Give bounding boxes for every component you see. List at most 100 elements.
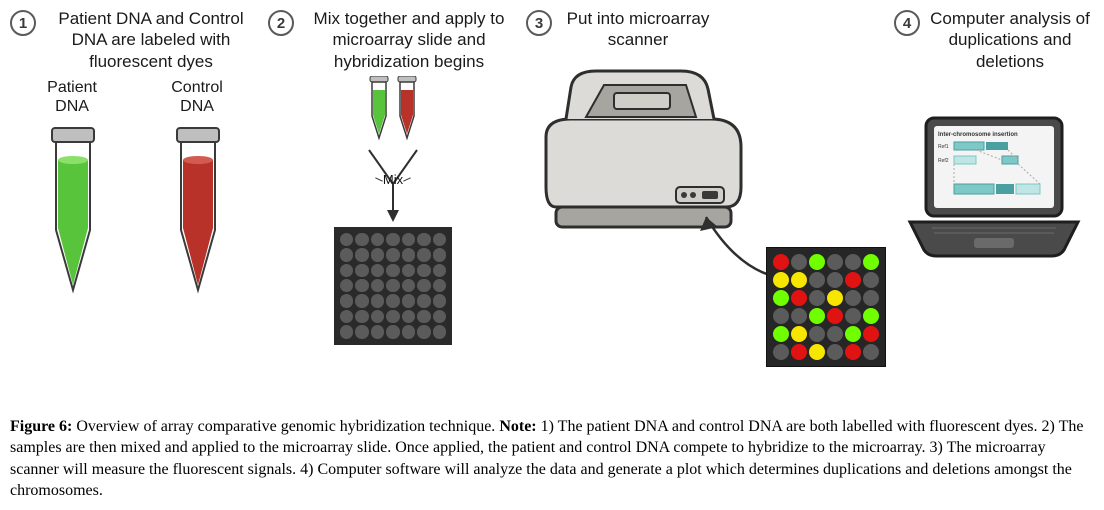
step-4-title: Computer analysis of duplications and de… <box>926 8 1094 72</box>
result-dot <box>863 308 879 324</box>
result-dot <box>809 326 825 342</box>
slide-dot <box>355 310 368 323</box>
slide-dot <box>402 279 415 292</box>
slide-dot <box>340 264 353 277</box>
slide-dot <box>417 279 430 292</box>
slide-dot <box>386 325 399 338</box>
step-2-badge: 2 <box>268 10 294 36</box>
result-dot <box>845 326 861 342</box>
slide-dot <box>355 294 368 307</box>
result-dot <box>809 272 825 288</box>
slide-dot <box>433 248 446 261</box>
slide-dot <box>402 294 415 307</box>
slide-dot <box>371 264 384 277</box>
slide-dot <box>371 233 384 246</box>
result-dot <box>863 272 879 288</box>
slide-dot <box>417 248 430 261</box>
result-dot <box>845 290 861 306</box>
result-dot <box>863 326 879 342</box>
step-3-title: Put into microarray scanner <box>558 8 718 51</box>
slide-dot <box>340 248 353 261</box>
result-dot <box>791 272 807 288</box>
svg-text:Ref2: Ref2 <box>938 158 949 164</box>
step-1-tubes <box>10 120 260 300</box>
slide-dot <box>355 248 368 261</box>
step-1-labels: Patient DNA Control DNA <box>10 78 260 116</box>
step-2-graphic: Mix <box>333 76 453 345</box>
result-dot <box>773 344 789 360</box>
result-dot <box>773 308 789 324</box>
result-dot <box>863 344 879 360</box>
result-dot <box>791 344 807 360</box>
step-2-title: Mix together and apply to microarray sli… <box>300 8 518 72</box>
mix-tubes-icon <box>348 76 438 146</box>
slide-dot <box>402 233 415 246</box>
slide-dot <box>417 325 430 338</box>
result-dot <box>845 344 861 360</box>
slide-dot <box>433 233 446 246</box>
result-dot <box>827 254 843 270</box>
step-3-header: 3 Put into microarray scanner <box>526 8 886 51</box>
result-dot <box>809 290 825 306</box>
result-dot <box>827 272 843 288</box>
microarray-slide-result <box>766 247 886 367</box>
result-dot <box>845 254 861 270</box>
result-dot <box>809 344 825 360</box>
slide-dot <box>340 294 353 307</box>
result-dot <box>809 254 825 270</box>
slide-dot <box>355 233 368 246</box>
result-dot <box>827 308 843 324</box>
laptop-icon: Inter-chromosome insertion Ref1 Ref2 <box>904 112 1084 267</box>
slide-dot <box>340 233 353 246</box>
slide-dot <box>433 325 446 338</box>
step-2-header: 2 Mix together and apply to microarray s… <box>268 8 518 72</box>
result-dot <box>827 326 843 342</box>
result-dot <box>845 308 861 324</box>
slide-dot <box>402 310 415 323</box>
slide-dot <box>340 325 353 338</box>
slide-dot <box>433 294 446 307</box>
mix-label: Mix <box>383 172 403 187</box>
result-dot <box>791 326 807 342</box>
slide-dot <box>402 264 415 277</box>
slide-dot <box>340 310 353 323</box>
slide-dot <box>433 310 446 323</box>
figure-lead: Overview of array comparative genomic hy… <box>72 418 499 435</box>
slide-dot <box>340 279 353 292</box>
result-dot <box>863 290 879 306</box>
slide-dot <box>355 264 368 277</box>
slide-dot <box>371 325 384 338</box>
result-dot <box>773 326 789 342</box>
result-dot <box>773 272 789 288</box>
patient-dna-label: Patient DNA <box>47 78 97 116</box>
slide-dot <box>371 310 384 323</box>
slide-dot <box>386 264 399 277</box>
slide-dot <box>433 264 446 277</box>
slide-dot <box>371 248 384 261</box>
figure-note-label: Note: <box>499 418 536 435</box>
figure-label: Figure 6: <box>10 418 72 435</box>
slide-dot <box>386 233 399 246</box>
slide-dot <box>386 248 399 261</box>
step-3-badge: 3 <box>526 10 552 36</box>
result-dot <box>773 290 789 306</box>
result-dot <box>791 290 807 306</box>
steps-row: 1 Patient DNA and Control DNA are labele… <box>0 0 1104 400</box>
patient-tube-icon <box>38 120 108 300</box>
result-dot <box>863 254 879 270</box>
step-4: 4 Computer analysis of duplications and … <box>894 8 1094 267</box>
step-1: 1 Patient DNA and Control DNA are labele… <box>10 8 260 300</box>
step-2: 2 Mix together and apply to microarray s… <box>268 8 518 345</box>
slide-dot <box>402 248 415 261</box>
slide-dot <box>371 279 384 292</box>
figure-caption: Figure 6: Overview of array comparative … <box>10 416 1094 502</box>
result-dot <box>827 344 843 360</box>
step-4-header: 4 Computer analysis of duplications and … <box>894 8 1094 72</box>
result-dot <box>773 254 789 270</box>
result-dot <box>827 290 843 306</box>
slide-dot <box>386 294 399 307</box>
result-dot <box>809 308 825 324</box>
microarray-slide-blank <box>334 227 452 345</box>
slide-dot <box>417 264 430 277</box>
control-tube-icon <box>163 120 233 300</box>
